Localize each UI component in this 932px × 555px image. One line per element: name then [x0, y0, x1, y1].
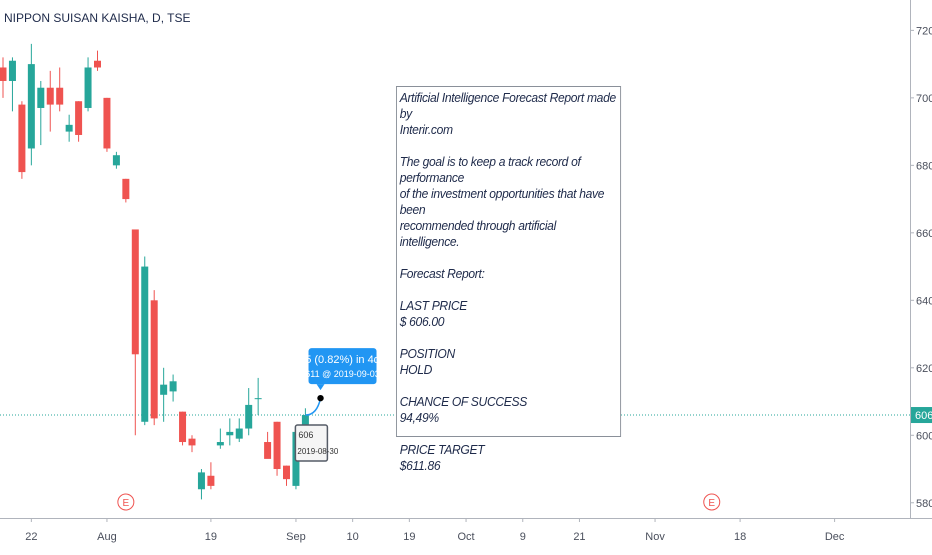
y-tick-label: 700	[916, 93, 932, 105]
earnings-marker	[703, 493, 721, 511]
candle-body	[141, 266, 149, 422]
current-price-label: 606	[915, 410, 932, 422]
candle-body	[169, 381, 177, 392]
candle-body	[235, 428, 243, 439]
earnings-marker-label: E	[123, 498, 130, 509]
candle-body	[245, 404, 253, 429]
projection-callout-tail	[316, 384, 325, 391]
candle-body	[188, 438, 196, 446]
y-tick-label: 720	[916, 25, 932, 37]
candle-body	[226, 431, 234, 436]
candle-body	[37, 87, 45, 108]
candle-body	[122, 178, 130, 200]
y-tick-label: 580	[916, 498, 932, 510]
projection-callout	[308, 348, 377, 385]
x-tick-label: 10	[347, 531, 359, 543]
candle-body	[65, 124, 73, 132]
projection-target-label: 611 @ 2019-09-03	[305, 369, 380, 379]
current-price-badge	[911, 407, 932, 424]
candle-body	[84, 67, 92, 108]
candle-body	[103, 97, 111, 149]
forecast-note: Artificial Intelligence Forecast Report …	[396, 86, 622, 473]
projection-change-label: 5 (0.82%) in 4d	[305, 354, 380, 366]
x-tick-label: 19	[205, 531, 217, 543]
x-tick-label: 21	[573, 531, 585, 543]
x-tick-label: 18	[734, 531, 746, 543]
candle-body	[179, 411, 187, 443]
candle-body	[131, 229, 139, 355]
chart-title: NIPPON SUISAN KAISHA, D, TSE	[4, 11, 191, 25]
y-tick-label: 620	[916, 363, 932, 375]
candle-body	[254, 398, 262, 400]
x-tick-label: Dec	[825, 531, 845, 543]
y-tick-label: 680	[916, 160, 932, 172]
x-tick-label: 22	[25, 531, 37, 543]
candle-body	[94, 60, 101, 68]
candle-body	[75, 101, 83, 135]
candle-body	[112, 155, 120, 166]
y-tick-label: 640	[916, 295, 932, 307]
candle-body	[27, 64, 35, 149]
candle-body	[207, 475, 215, 486]
start-label-price: 606	[298, 430, 313, 440]
projection-line	[305, 398, 322, 416]
x-tick-label: 9	[520, 531, 526, 543]
start-label-date: 2019-08-30	[297, 447, 338, 456]
projection-end-point	[317, 394, 324, 402]
candle-body	[301, 415, 309, 429]
x-tick-label: Aug	[97, 531, 117, 543]
candle-body	[216, 442, 224, 446]
candle-body	[273, 421, 281, 470]
candle-body	[197, 472, 205, 490]
earnings-marker	[117, 493, 135, 511]
y-tick-label: 600	[916, 430, 932, 442]
earnings-marker-label: E	[708, 498, 715, 509]
candle-body	[46, 87, 54, 105]
candle-body	[160, 384, 168, 395]
candle-body	[8, 60, 16, 81]
start-label-box	[294, 424, 329, 462]
candle-body	[150, 300, 158, 419]
y-tick-label: 660	[916, 228, 932, 240]
candle-body	[264, 442, 272, 459]
candle-body	[18, 104, 26, 173]
candle-body	[283, 465, 290, 480]
x-tick-label: 19	[403, 531, 415, 543]
x-tick-label: Sep	[286, 531, 306, 543]
x-tick-label: Nov	[645, 531, 665, 543]
candle-body	[0, 67, 7, 81]
x-tick-label: Oct	[457, 531, 474, 543]
candle-body	[56, 87, 64, 105]
